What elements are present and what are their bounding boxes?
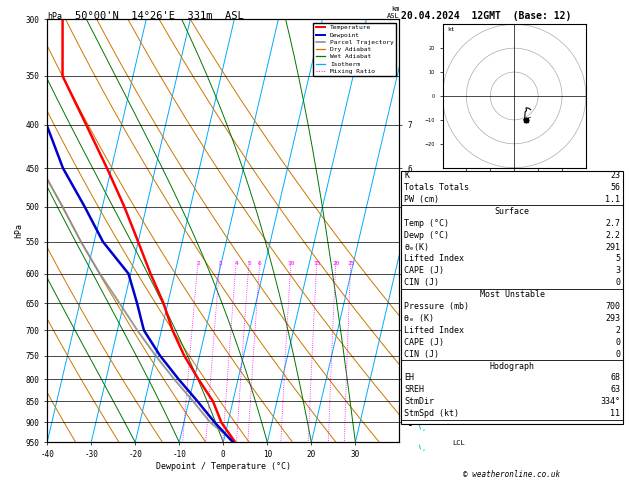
Text: Totals Totals: Totals Totals <box>404 183 469 192</box>
Text: 700: 700 <box>605 302 620 311</box>
Text: 23: 23 <box>610 171 620 180</box>
Text: km
ASL: km ASL <box>387 6 399 18</box>
Text: kt: kt <box>447 28 455 33</box>
Text: 3: 3 <box>615 266 620 276</box>
Text: 2.7: 2.7 <box>605 219 620 228</box>
Text: Dewp (°C): Dewp (°C) <box>404 230 450 240</box>
Text: 5: 5 <box>247 261 251 266</box>
Text: Surface: Surface <box>494 207 530 216</box>
Text: 334°: 334° <box>600 398 620 406</box>
Text: 6: 6 <box>258 261 262 266</box>
Text: StmSpd (kt): StmSpd (kt) <box>404 409 459 418</box>
Text: 68: 68 <box>610 373 620 382</box>
Text: 293: 293 <box>605 314 620 323</box>
Text: 0: 0 <box>615 350 620 359</box>
Text: 20.04.2024  12GMT  (Base: 12): 20.04.2024 12GMT (Base: 12) <box>401 11 572 21</box>
Text: EH: EH <box>404 373 415 382</box>
X-axis label: Dewpoint / Temperature (°C): Dewpoint / Temperature (°C) <box>156 462 291 470</box>
Text: 291: 291 <box>605 243 620 252</box>
Legend: Temperature, Dewpoint, Parcel Trajectory, Dry Adiabat, Wet Adiabat, Isotherm, Mi: Temperature, Dewpoint, Parcel Trajectory… <box>313 22 396 76</box>
Text: 2.2: 2.2 <box>605 230 620 240</box>
Text: Hodograph: Hodograph <box>489 362 535 371</box>
Text: SREH: SREH <box>404 385 425 395</box>
Text: 2: 2 <box>615 326 620 335</box>
Text: CIN (J): CIN (J) <box>404 278 440 287</box>
Text: © weatheronline.co.uk: © weatheronline.co.uk <box>464 469 560 479</box>
Text: 0: 0 <box>615 338 620 347</box>
Text: 56: 56 <box>610 183 620 192</box>
Text: 63: 63 <box>610 385 620 395</box>
Text: Most Unstable: Most Unstable <box>479 290 545 299</box>
Text: 2: 2 <box>196 261 200 266</box>
Text: K: K <box>404 171 409 180</box>
Text: Temp (°C): Temp (°C) <box>404 219 450 228</box>
Text: 5: 5 <box>615 254 620 263</box>
Text: θₑ (K): θₑ (K) <box>404 314 435 323</box>
Text: θₑ(K): θₑ(K) <box>404 243 430 252</box>
Text: CAPE (J): CAPE (J) <box>404 338 445 347</box>
Text: 15: 15 <box>313 261 321 266</box>
Text: Lifted Index: Lifted Index <box>404 326 464 335</box>
Text: 50°00'N  14°26'E  331m  ASL: 50°00'N 14°26'E 331m ASL <box>75 11 244 21</box>
Text: hPa: hPa <box>47 12 62 21</box>
Text: 11: 11 <box>610 409 620 418</box>
Text: 4: 4 <box>235 261 238 266</box>
Text: CAPE (J): CAPE (J) <box>404 266 445 276</box>
Text: PW (cm): PW (cm) <box>404 195 440 204</box>
Text: 3: 3 <box>218 261 222 266</box>
Text: 1.1: 1.1 <box>605 195 620 204</box>
Text: 0: 0 <box>615 278 620 287</box>
Text: 20: 20 <box>332 261 340 266</box>
Text: 10: 10 <box>287 261 295 266</box>
Text: CIN (J): CIN (J) <box>404 350 440 359</box>
Text: 25: 25 <box>347 261 355 266</box>
Y-axis label: Mixing Ratio (g/kg): Mixing Ratio (g/kg) <box>416 191 423 271</box>
Text: StmDir: StmDir <box>404 398 435 406</box>
Text: Pressure (mb): Pressure (mb) <box>404 302 469 311</box>
Text: LCL: LCL <box>452 440 465 446</box>
Y-axis label: hPa: hPa <box>14 224 23 238</box>
Text: Lifted Index: Lifted Index <box>404 254 464 263</box>
